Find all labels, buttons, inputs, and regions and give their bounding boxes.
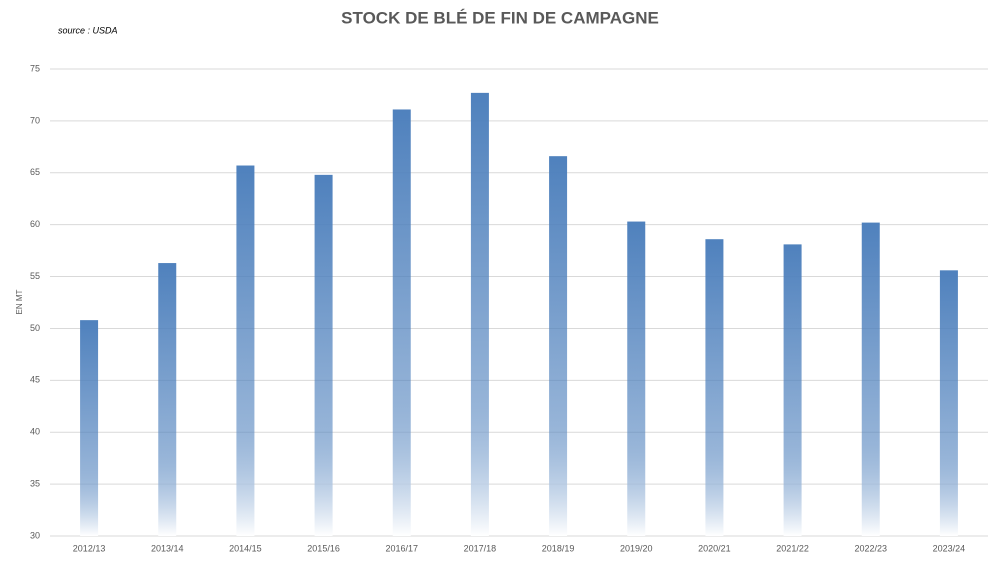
bar (705, 239, 724, 536)
bar (549, 156, 568, 536)
chart-title: STOCK DE BLÉ DE FIN DE CAMPAGNE (341, 8, 659, 27)
bar (392, 109, 411, 537)
x-tick-label: 2020/21 (698, 543, 731, 553)
y-tick-label: 40 (30, 427, 40, 437)
x-tick-label: 2023/24 (933, 543, 966, 553)
x-tick-label: 2014/15 (229, 543, 262, 553)
bar (861, 222, 880, 536)
y-tick-label: 75 (30, 63, 40, 73)
bar (470, 92, 489, 536)
y-tick-label: 55 (30, 271, 40, 281)
x-tick-label: 2021/22 (776, 543, 809, 553)
x-tick-label: 2015/16 (307, 543, 340, 553)
bar (314, 174, 333, 536)
x-tick-label: 2016/17 (385, 543, 418, 553)
y-tick-label: 70 (30, 115, 40, 125)
bar (939, 270, 958, 536)
y-tick-label: 35 (30, 478, 40, 488)
y-tick-label: 45 (30, 375, 40, 385)
y-tick-label: 60 (30, 219, 40, 229)
y-tick-label: 30 (30, 530, 40, 540)
y-axis-label: EN MT (15, 289, 24, 314)
bar (80, 320, 99, 536)
x-tick-label: 2017/18 (464, 543, 497, 553)
x-tick-label: 2013/14 (151, 543, 184, 553)
x-tick-label: 2018/19 (542, 543, 575, 553)
y-tick-label: 50 (30, 323, 40, 333)
bar (783, 244, 802, 536)
bar (627, 221, 646, 536)
x-tick-label: 2022/23 (854, 543, 887, 553)
y-tick-label: 65 (30, 167, 40, 177)
x-tick-label: 2012/13 (73, 543, 106, 553)
chart-subtitle: source : USDA (58, 25, 118, 35)
bar (236, 165, 255, 536)
x-tick-label: 2019/20 (620, 543, 653, 553)
bar (158, 263, 177, 536)
